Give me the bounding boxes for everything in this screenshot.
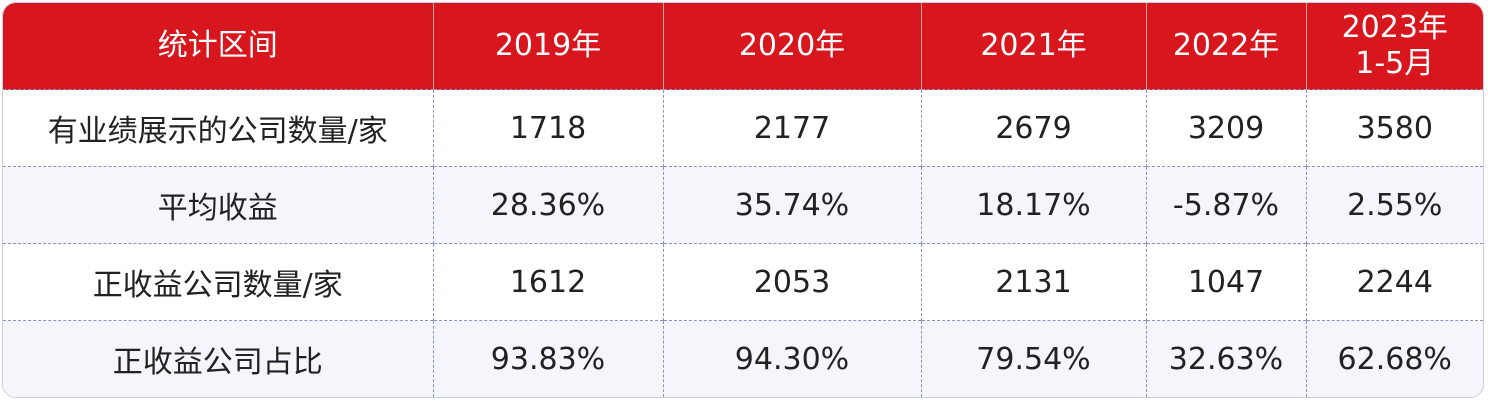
table-body: 有业绩展示的公司数量/家 1718 2177 2679 3209 3580 平均收益 28.3… xyxy=(3,88,1483,397)
data-cell: 1718 xyxy=(433,88,664,167)
data-cell: 32.63% xyxy=(1146,320,1307,397)
header-cell: 2022年 xyxy=(1146,3,1307,90)
data-cell: 2053 xyxy=(663,243,922,321)
data-cell: 3209 xyxy=(1146,88,1307,167)
data-cell: 18.17% xyxy=(921,166,1147,244)
header-line: 1-5月 xyxy=(1355,46,1435,81)
data-cell: 35.74% xyxy=(663,166,922,244)
row-label: 有业绩展示的公司数量/家 xyxy=(3,88,434,167)
data-table: 统计区间 2019年 2020年 2021年 2022年 2023年 1-5月 有业绩展示的… xyxy=(3,3,1483,397)
data-cell: 62.68% xyxy=(1306,320,1483,397)
table-row: 正收益公司占比 93.83% 94.30% 79.54% 32.63% 62.68% xyxy=(3,320,1483,397)
row-label: 正收益公司占比 xyxy=(3,320,434,397)
header-cell: 2020年 xyxy=(663,3,922,90)
data-cell: 2244 xyxy=(1306,243,1483,321)
header-cell: 2019年 xyxy=(433,3,664,90)
table-row: 平均收益 28.36% 35.74% 18.17% -5.87% 2.55% xyxy=(3,166,1483,244)
data-cell: 93.83% xyxy=(433,320,664,397)
data-cell: 94.30% xyxy=(663,320,922,397)
header-cell: 统计区间 xyxy=(3,3,434,90)
data-cell: 2131 xyxy=(921,243,1147,321)
data-cell: 1612 xyxy=(433,243,664,321)
header-line: 2023年 xyxy=(1341,10,1448,45)
data-cell: -5.87% xyxy=(1146,166,1307,244)
data-cell: 28.36% xyxy=(433,166,664,244)
data-cell: 79.54% xyxy=(921,320,1147,397)
table-container: 统计区间 2019年 2020年 2021年 2022年 2023年 1-5月 有业绩展示的… xyxy=(2,2,1484,398)
data-cell: 3580 xyxy=(1306,88,1483,167)
header-row: 统计区间 2019年 2020年 2021年 2022年 2023年 1-5月 xyxy=(3,3,1483,90)
row-label: 正收益公司数量/家 xyxy=(3,243,434,321)
data-cell: 2177 xyxy=(663,88,922,167)
header-cell: 2023年 1-5月 xyxy=(1306,3,1483,90)
row-label: 平均收益 xyxy=(3,166,434,244)
table-row: 正收益公司数量/家 1612 2053 2131 1047 2244 xyxy=(3,243,1483,321)
data-cell: 2.55% xyxy=(1306,166,1483,244)
table-row: 有业绩展示的公司数量/家 1718 2177 2679 3209 3580 xyxy=(3,88,1483,167)
data-cell: 2679 xyxy=(921,88,1147,167)
data-cell: 1047 xyxy=(1146,243,1307,321)
header-cell: 2021年 xyxy=(921,3,1147,90)
